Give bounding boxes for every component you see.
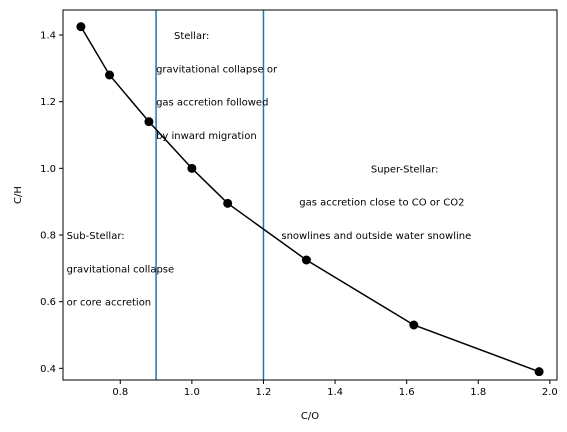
annotations-group: Stellar: gravitational collapse or gas acc…	[67, 31, 472, 309]
y-tick-label-1: 0.6	[40, 297, 56, 308]
data-point-7	[534, 367, 544, 377]
x-axis-label: C/O	[301, 411, 319, 422]
annotation-7: Sub-Stellar:	[67, 231, 125, 242]
y-tick-label-4: 1.2	[40, 97, 56, 108]
y-axis-label: C/H	[13, 186, 24, 204]
annotation-2: gas accretion followed	[156, 98, 268, 109]
series-group	[76, 22, 544, 377]
x-tick-label-3: 1.4	[327, 387, 343, 398]
annotation-6: snowlines and outside water snowline	[281, 231, 471, 242]
y-tick-label-3: 1.0	[40, 164, 56, 175]
x-tick-label-2: 1.2	[256, 387, 272, 398]
annotation-9: or core accretion	[67, 298, 152, 309]
x-tick-label-1: 1.0	[184, 387, 200, 398]
annotation-8: gravitational collapse	[67, 264, 175, 275]
y-axis-ticks: 0.4 0.6 0.8 1.0 1.2 1.4	[40, 31, 63, 375]
y-tick-label-5: 1.4	[40, 31, 56, 42]
data-point-5	[301, 255, 311, 265]
annotation-1: gravitational collapse or	[156, 64, 278, 75]
plot-frame	[62, 9, 558, 381]
data-point-6	[409, 320, 419, 330]
x-tick-label-6: 2.0	[542, 387, 558, 398]
annotation-5: gas accretion close to CO or CO2	[299, 198, 464, 209]
x-tick-label-4: 1.6	[399, 387, 415, 398]
y-tick-label-2: 0.8	[40, 231, 56, 242]
x-axis-ticks: 0.8 1.0 1.2 1.4 1.6 1.8 2.0	[112, 380, 558, 398]
data-point-0	[76, 22, 86, 32]
annotation-4: Super-Stellar:	[371, 164, 439, 175]
y-tick-label-0: 0.4	[40, 364, 56, 375]
annotation-0: Stellar:	[174, 31, 209, 42]
vertical-lines	[155, 10, 265, 380]
annotation-3: by inward migration	[156, 131, 257, 142]
data-point-3	[187, 163, 197, 173]
data-point-1	[105, 70, 115, 80]
x-tick-label-0: 0.8	[112, 387, 128, 398]
data-point-2	[144, 117, 154, 127]
data-point-4	[223, 198, 233, 208]
x-tick-label-5: 1.8	[470, 387, 486, 398]
series-line	[80, 26, 540, 373]
